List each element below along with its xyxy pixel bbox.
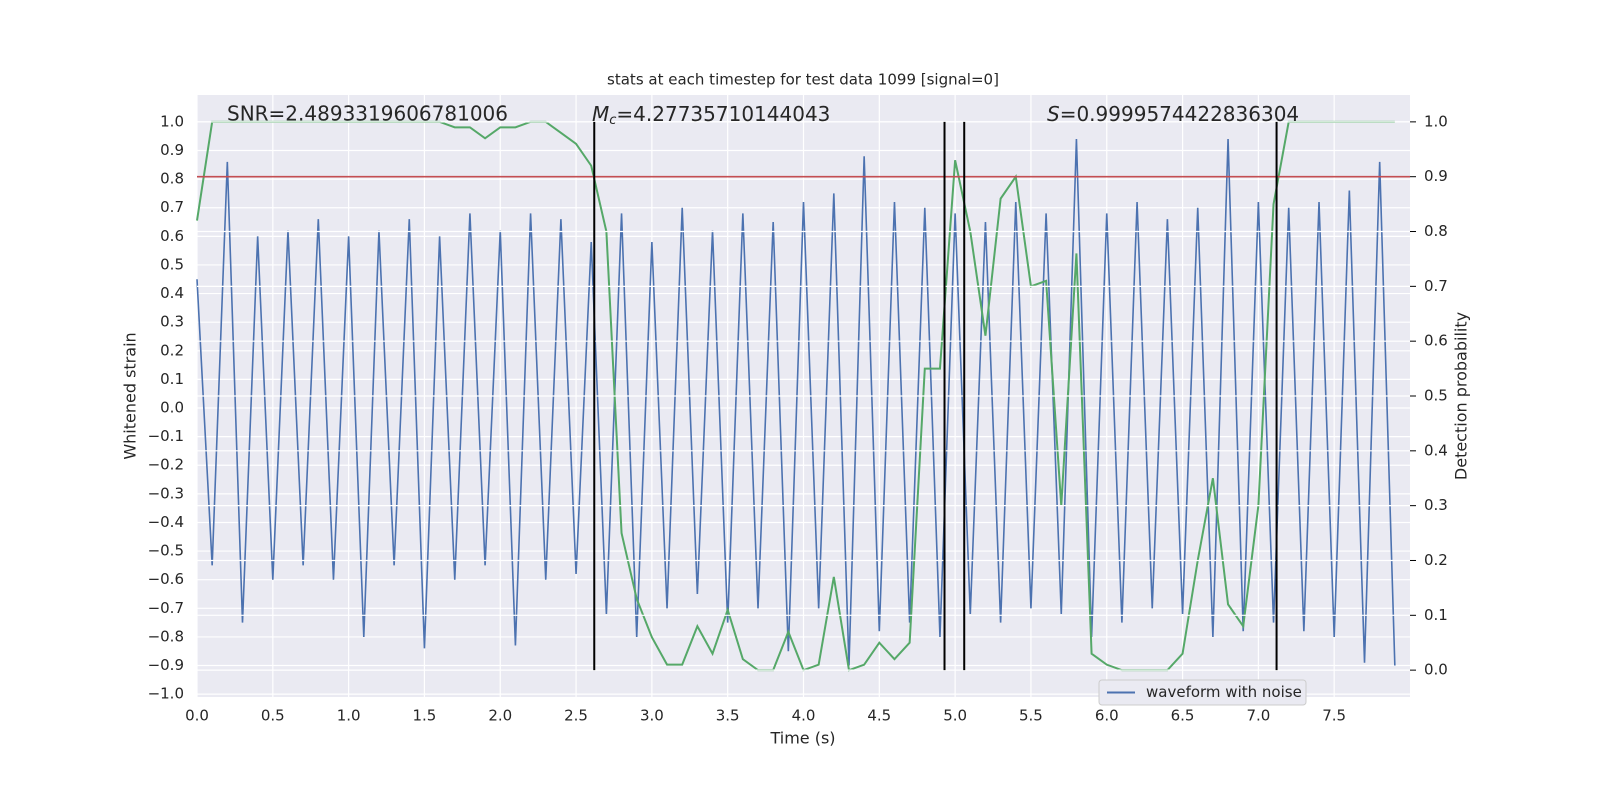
y2-tick-label: 0.2 [1424,551,1448,569]
y-tick-label: −1.0 [148,685,184,703]
annotation-text: =4.27735710144043 [616,102,830,126]
x-tick-label: 7.0 [1246,707,1270,725]
y2-tick-label: 0.4 [1424,441,1448,459]
x-axis-label: Time (s) [769,729,835,748]
x-tick-label: 7.5 [1322,707,1346,725]
annotation-symbol: S [1047,102,1060,126]
x-tick-label: 6.5 [1171,707,1195,725]
x-tick-label: 2.0 [488,707,512,725]
x-tick-label: 5.0 [943,707,967,725]
legend-box [1098,679,1307,706]
y-tick-label: −0.1 [148,427,184,445]
y2-tick-label: 0.8 [1424,222,1448,240]
annotation: Mc=4.27735710144043 [592,102,830,128]
y-tick-label: −0.3 [148,484,184,502]
x-tick-label: 0.5 [261,707,285,725]
legend-label: waveform with noise [1146,683,1302,701]
y2-tick-label: 1.0 [1424,112,1448,130]
y-tick-label: 0.8 [160,170,184,188]
annotation-symbol: M [592,102,609,126]
y-tick-label: 0.3 [160,313,184,331]
x-tick-label: 1.5 [413,707,437,725]
x-tick-label: 4.0 [792,707,816,725]
y-tick-label: −0.7 [148,599,184,617]
y-tick-label: 0.1 [160,370,184,388]
y-tick-label: −0.2 [148,456,184,474]
y-tick-label: 0.5 [160,255,184,273]
legend: waveform with noise [1098,679,1307,706]
overlay [197,121,1410,671]
x-tick-label: 5.5 [1019,707,1043,725]
y2-tick-label: 0.9 [1424,167,1448,185]
x-tick-label: 3.5 [716,707,740,725]
x-tick-label: 2.5 [564,707,588,725]
y-tick-label: −0.9 [148,656,184,674]
y2-tick-label: 0.1 [1424,606,1448,624]
y-axis-label: Whitened strain [121,332,140,459]
y-tick-label: −0.4 [148,513,184,531]
y2-axis-label: Detection probability [1452,312,1471,480]
y2-tick-label: 0.3 [1424,496,1448,514]
x-tick-label: 4.5 [867,707,891,725]
chart-title: stats at each timestep for test data 109… [607,71,999,89]
y-tick-label: 0.7 [160,198,184,216]
y-tick-label: 0.4 [160,284,184,302]
data-line [196,139,1396,666]
annotation-sub: c [609,113,616,128]
x-tick-label: 3.0 [640,707,664,725]
y-tick-label: 1.0 [160,112,184,130]
y2-tick-label: 0.7 [1424,277,1448,295]
y-tick-label: −0.6 [148,570,184,588]
annotation: SNR=2.4893319606781006 [227,102,508,126]
x-tick-label: 1.0 [337,707,361,725]
y-tick-label: 0.6 [160,227,184,245]
annotation: S=0.9999574422836304 [1047,102,1299,126]
x-tick-label: 6.0 [1095,707,1119,725]
y2-tick-label: 0.5 [1424,387,1448,405]
y-tick-label: 0.0 [160,399,184,417]
y2-tick-label: 0.6 [1424,332,1448,350]
x-tick-label: 0.0 [185,707,209,725]
y-tick-label: −0.5 [148,542,184,560]
y-tick-label: 0.2 [160,341,184,359]
y2-tick-label: 0.0 [1424,661,1448,679]
y-tick-label: 0.9 [160,141,184,159]
annotation-text: =0.9999574422836304 [1060,102,1299,126]
y-tick-label: −0.8 [148,627,184,645]
